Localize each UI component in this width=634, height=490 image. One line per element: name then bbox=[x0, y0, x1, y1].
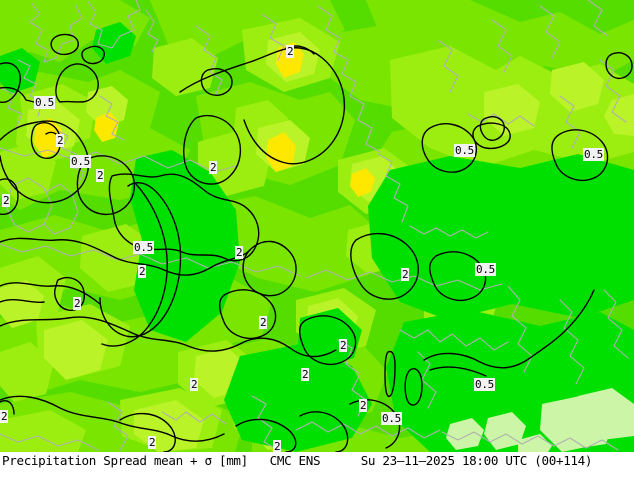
coastlines-and-borders bbox=[0, 0, 629, 451]
contour-label: 2 bbox=[359, 399, 368, 412]
contour-label: 2 bbox=[2, 194, 11, 207]
contour-label: 0.5 bbox=[70, 155, 91, 168]
contour-label: 2 bbox=[56, 134, 65, 147]
contour-label: 2 bbox=[148, 436, 157, 449]
contour-label: 2 bbox=[0, 410, 9, 423]
map-title: Precipitation Spread mean + σ [mm] CMC E… bbox=[2, 454, 592, 468]
contour-lines bbox=[0, 33, 633, 452]
title-model: CMC ENS bbox=[269, 453, 321, 468]
contour-label: 0.5 bbox=[381, 412, 402, 425]
contour-label: 2 bbox=[138, 265, 147, 278]
contour-label: 2 bbox=[259, 316, 268, 329]
contour-label: 2 bbox=[96, 169, 105, 182]
contour-label: 2 bbox=[301, 368, 310, 381]
contour-label: 2 bbox=[273, 440, 282, 452]
contour-label: 0.5 bbox=[454, 144, 475, 157]
fill-band-yellow bbox=[34, 42, 375, 197]
map-footer: Precipitation Spread mean + σ [mm] CMC E… bbox=[0, 452, 634, 490]
contour-label: 2 bbox=[73, 297, 82, 310]
precipitation-map[interactable]: 0.5 0.5 2 2 2 2 2 0.5 2 2 2 0.5 0.5 0.5 … bbox=[0, 0, 634, 452]
title-variable: Precipitation Spread mean + σ [mm] bbox=[2, 453, 248, 468]
contour-label: 2 bbox=[190, 378, 199, 391]
contour-label: 2 bbox=[235, 246, 244, 259]
contour-label: 2 bbox=[286, 45, 295, 58]
contour-label: 0.5 bbox=[133, 241, 154, 254]
contour-label: 0.5 bbox=[583, 148, 604, 161]
contour-label: 0.5 bbox=[475, 263, 496, 276]
contour-label: 0.5 bbox=[474, 378, 495, 391]
map-canvas bbox=[0, 0, 634, 452]
contour-label: 2 bbox=[209, 161, 218, 174]
contour-label: 2 bbox=[401, 268, 410, 281]
contour-label: 0.5 bbox=[34, 96, 55, 109]
title-valid-time: Su 23–11–2025 18:00 UTC (00+114) bbox=[360, 453, 593, 468]
contour-label: 2 bbox=[339, 339, 348, 352]
